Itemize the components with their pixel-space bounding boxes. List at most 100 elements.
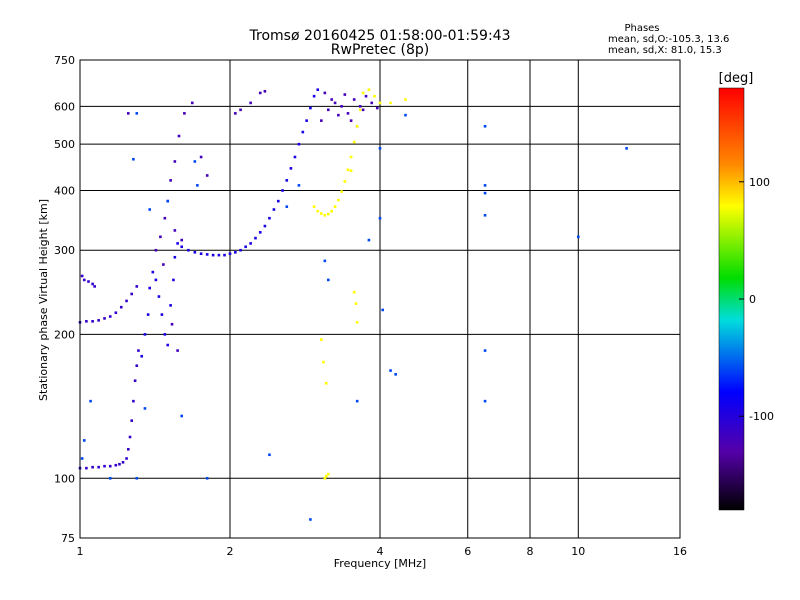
data-point [151,270,155,274]
data-points [78,88,628,521]
data-point [118,462,121,466]
data-point [327,108,330,112]
data-point [166,343,170,347]
colorbar-label: [deg] [719,71,754,86]
data-point [132,399,135,403]
data-point [349,155,353,159]
x-tick-label: 8 [527,545,534,558]
data-point [173,160,177,163]
data-point [244,245,247,249]
data-point [378,101,382,105]
data-point [121,461,125,464]
y-tick-label: 500 [54,138,75,151]
data-point [97,465,100,469]
data-point [108,315,112,318]
data-point [323,259,327,263]
data-point [211,253,215,257]
data-point [135,364,139,367]
data-point [193,160,197,163]
data-point [330,209,334,213]
data-point [196,184,199,187]
data-point [133,379,137,383]
y-tick-label: 75 [61,532,75,545]
data-point [337,198,340,202]
data-point [166,199,170,203]
data-point [234,112,237,115]
data-point [89,399,92,403]
plot-frame [79,59,681,539]
data-point [205,253,209,256]
data-point [163,333,167,336]
data-point [343,93,347,96]
data-point [137,349,140,352]
grid-lines [80,60,680,538]
data-point [320,338,323,341]
data-point [305,119,308,122]
data-point [337,113,340,117]
data-point [352,140,356,144]
data-point [289,167,293,170]
data-point [324,474,328,478]
data-point [176,242,179,245]
data-point [173,229,177,232]
data-point [103,317,106,320]
data-point [114,463,118,467]
x-tick-label: 6 [464,545,471,558]
data-point [333,205,337,208]
data-point [330,98,334,101]
data-point [276,199,280,203]
data-point [205,174,209,177]
data-point [82,439,86,442]
data-point [148,286,152,290]
data-point [324,382,328,385]
data-point [309,518,312,521]
data-point [125,299,128,303]
data-point [327,472,330,476]
data-point [85,466,88,470]
data-point [169,304,172,307]
data-point [87,280,90,283]
data-point [327,212,330,216]
data-point [301,130,305,134]
data-point [361,91,365,95]
data-point [483,124,487,128]
data-point [80,457,84,460]
y-tick-label: 400 [54,184,75,197]
data-point [130,419,134,422]
data-point [132,157,135,161]
data-point [80,274,84,278]
data-point [394,373,397,376]
x-tick-label: 1 [77,545,84,558]
info-line-o: mean, sd,O:-105.3, 13.6 [608,34,729,45]
colorbar-tick-label: 0 [749,293,756,306]
data-point [268,216,271,220]
data-point [114,311,118,315]
data-point [297,184,301,187]
data-point [205,476,209,480]
data-point [143,333,147,336]
data-point [352,98,356,101]
data-point [285,205,289,208]
data-point [217,253,221,257]
data-point [333,101,337,105]
data-point [355,399,359,403]
data-point [148,208,152,211]
data-point [355,320,359,324]
data-point [163,216,167,220]
data-point [169,179,172,182]
data-point [180,238,184,242]
data-point [154,278,158,282]
chart-subtitle: RwPretec (8p) [331,42,429,58]
data-point [281,189,284,192]
data-point [389,369,392,372]
data-point [162,263,165,266]
data-point [119,305,123,309]
data-point [176,349,179,352]
x-axis-label: Frequency [MHz] [334,557,426,570]
data-point [576,235,580,239]
data-point [309,106,312,110]
x-axis-ticks: 1 2 4 6 8 10 16 [77,545,688,558]
data-point [320,119,323,122]
chart-title: Tromsø 20160425 01:58:00-01:59:43 [249,28,511,44]
